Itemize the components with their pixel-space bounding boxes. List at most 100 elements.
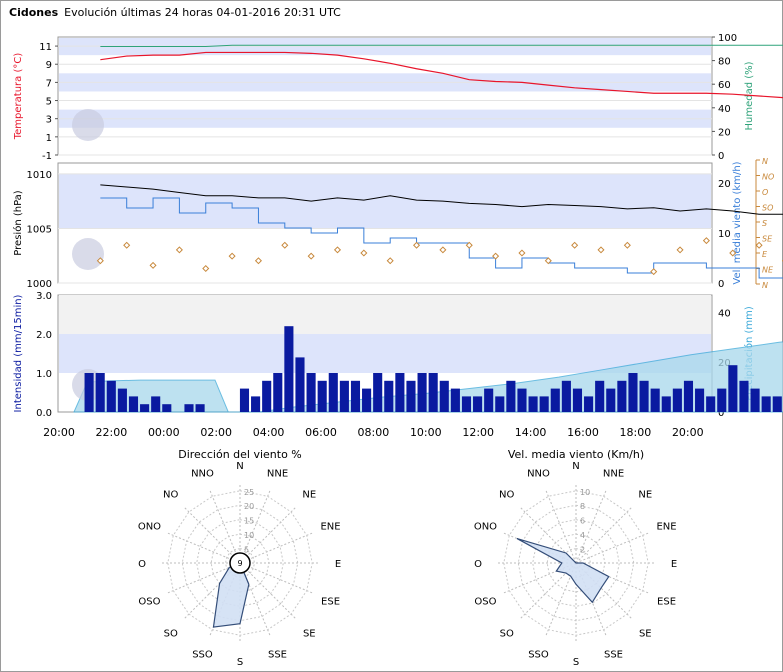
panel-background [57, 36, 713, 156]
rose-ring-label: 25 [244, 488, 254, 497]
intensity-bar [162, 404, 172, 412]
wind-dir-tick-label: E [762, 250, 768, 259]
x-tick-label: 20:00 [672, 426, 704, 439]
rose-direction-label: NO [499, 490, 514, 501]
band [59, 295, 711, 334]
rose-ring-label: 10 [244, 531, 254, 540]
y-left-tick-label: 3.0 [36, 291, 52, 302]
rose-direction-label: ONO [474, 521, 497, 532]
wind-dir-point [386, 257, 394, 265]
rose-ring-label: 2 [580, 546, 585, 555]
intensity-bar [473, 396, 483, 412]
y-left-tick-label: 9 [46, 60, 52, 71]
y-right-tick-label: 100 [718, 33, 737, 44]
y-left-tick-label: 1.0 [36, 369, 52, 380]
rose-direction-label: E [335, 559, 341, 570]
y-right-tick-label: 10 [718, 229, 731, 240]
intensity-bar [306, 373, 316, 412]
intensity-bar [528, 396, 538, 412]
wind-dir-point [702, 237, 710, 245]
intensity-bar [128, 396, 139, 412]
rose-direction-label: NNO [191, 468, 214, 479]
rose-direction-label: O [138, 559, 146, 570]
y-left-tick-label: 7 [46, 78, 52, 89]
rose-spoke [184, 507, 241, 564]
wind-dir-tick-label: NO [762, 173, 774, 182]
intensity-bar [284, 326, 294, 412]
rose-direction-label: SSE [604, 650, 623, 661]
intensity-bar [362, 388, 372, 412]
wind-dir-point [96, 257, 104, 265]
intensity-bar [384, 380, 394, 412]
temp-humidity-panel: 11 9 7 5 3 1 -1 100 80 60 40 20 0 Temperatura (°C) Hum… [13, 33, 783, 162]
intensity-bar [262, 380, 272, 412]
intensity-bar [239, 388, 250, 412]
wind-dir-point [360, 249, 368, 257]
intensity-bar [195, 404, 205, 412]
rose-direction-label: ONO [138, 521, 161, 532]
intensity-bar [406, 380, 416, 412]
rose-ring [532, 519, 620, 607]
title-text: Evolución últimas 24 horas 04-01-2016 20… [64, 6, 341, 19]
rose-spoke [239, 490, 271, 564]
y-right-axis-label: Humedad (%) [744, 61, 755, 130]
wind-speed-rose-panel: Vel. media viento (Km/h) 2 4 6 8 10 N NNE NE ENE E… [474, 448, 677, 668]
intensity-bar [639, 380, 649, 412]
y-right-tick-label: 40 [718, 308, 731, 319]
wind-dir-tick-label: SO [762, 204, 773, 213]
intensity-bar [506, 380, 516, 412]
x-tick-label: 22:00 [96, 426, 128, 439]
intensity-bar [561, 380, 571, 412]
rose-direction-label: NO [163, 490, 178, 501]
precipitation-area [73, 341, 783, 413]
x-tick-label: 02:00 [200, 426, 232, 439]
pressure-line [100, 184, 783, 215]
intensity-bar [151, 396, 161, 412]
intensity-bar [650, 388, 660, 412]
y-right-tick-label: 0 [718, 279, 724, 290]
intensity-bar [539, 396, 549, 412]
rose-direction-label: SE [303, 628, 316, 639]
wind-dir-point [307, 252, 315, 260]
rose-title: Dirección del viento % [178, 448, 302, 461]
intensity-bar [572, 388, 583, 412]
rose-spoke [209, 490, 241, 564]
wind-dir-tick-label: SE [762, 235, 773, 244]
intensity-bar [661, 396, 671, 412]
wind-dir-tick-label: N [762, 281, 768, 290]
rose-title: Vel. media viento (Km/h) [508, 448, 644, 461]
intensity-bar [484, 388, 494, 412]
rose-spoke [545, 490, 577, 564]
intensity-bar [184, 404, 194, 412]
intensity-bar [373, 373, 383, 412]
rose-direction-label: SSO [192, 650, 213, 661]
wind-dir-point [202, 264, 210, 273]
intensity-bar [772, 396, 782, 412]
rose-spoke [239, 562, 313, 594]
rose-ring [517, 504, 635, 622]
rose-ring-label: 20 [244, 502, 254, 511]
intensity-bar [683, 380, 694, 412]
rose-direction-label: E [671, 559, 677, 570]
wind-dir-point [676, 246, 684, 254]
wind-dir-point [149, 261, 157, 269]
intensity-bar [339, 380, 349, 412]
intensity-bar [761, 396, 771, 412]
rose-direction-label: SE [639, 628, 652, 639]
humidity-line [100, 44, 783, 47]
x-tick-label: 16:00 [567, 426, 599, 439]
wind-dir-point [729, 249, 737, 257]
wind-dir-point [439, 246, 447, 254]
y-left-tick-label: -1 [42, 151, 52, 162]
rose-spoke [239, 532, 313, 564]
y-left-tick-label: 1010 [27, 170, 52, 181]
intensity-bar [628, 373, 638, 412]
wind-dir-point [597, 246, 605, 254]
intensity-bar [251, 396, 261, 412]
intensity-bar [728, 365, 738, 412]
y-left-tick-label: 0.0 [36, 408, 52, 419]
rose-direction-label: OSO [474, 597, 496, 608]
y-left-tick-label: 11 [39, 42, 52, 53]
rose-spoke [575, 507, 632, 564]
